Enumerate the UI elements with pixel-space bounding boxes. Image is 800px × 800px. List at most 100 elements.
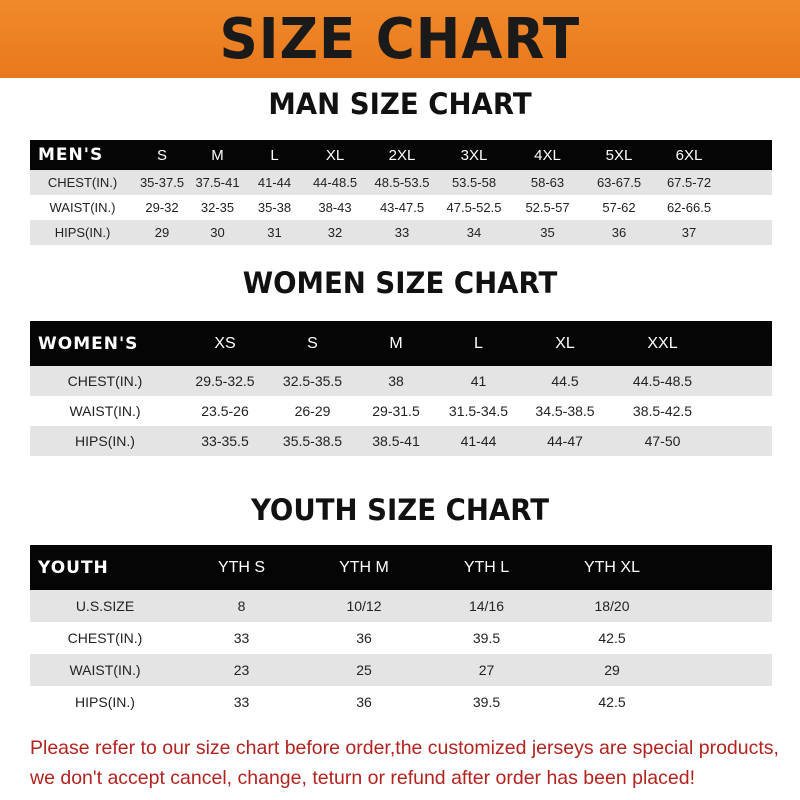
header-row: WOMEN'S XS S M L XL XXL	[30, 321, 772, 366]
size-header: XXL	[647, 334, 678, 352]
banner-title: SIZE CHART	[219, 6, 581, 72]
measure-label: CHEST(IN.)	[47, 175, 118, 190]
measure-label: WAIST(IN.)	[49, 200, 116, 215]
size-header: YTH XL	[583, 558, 640, 576]
table-cell: 63-67.5	[596, 175, 642, 190]
header-row: MEN'S S M L XL 2XL 3XL 4XL 5XL 6XL	[30, 140, 772, 170]
order-notice: Please refer to our size chart before or…	[30, 733, 790, 793]
table-cell: 44-48.5	[312, 175, 358, 190]
table-cell: 33	[394, 225, 410, 240]
table-cell: 62-66.5	[666, 200, 712, 215]
measure-label: HIPS(IN.)	[75, 433, 135, 449]
table-cell: 8	[237, 598, 246, 614]
table-cell: 32	[327, 225, 343, 240]
size-header: XL	[325, 146, 345, 164]
table-cell: 41	[470, 373, 487, 389]
table-cell: 29-31.5	[372, 403, 420, 419]
size-header: XL	[555, 334, 575, 352]
table-cell: 23	[233, 662, 250, 678]
size-header: 6XL	[675, 146, 703, 164]
table-cell: 35.5-38.5	[282, 433, 343, 449]
size-header: YTH M	[339, 558, 389, 576]
table-cell: 27	[478, 662, 495, 678]
table-row: HIPS(IN.) 33-35.5 35.5-38.5 38.5-41 41-44 44-…	[30, 426, 772, 456]
measure-label: HIPS(IN.)	[54, 225, 111, 240]
size-header: M	[211, 146, 224, 164]
table-cell: 39.5	[472, 630, 501, 646]
table-cell: 41-44	[257, 175, 292, 190]
table-row: CHEST(IN.) 35-37.5 37.5-41 41-44 44-48.5 48.5…	[30, 170, 772, 195]
table-cell: 41-44	[460, 433, 497, 449]
table-row: WAIST(IN.) 29-32 32-35 35-38 38-43 43-47.5 47.…	[30, 195, 772, 220]
table-title-cell: MEN'S	[38, 145, 104, 165]
table-cell: 37.5-41	[195, 175, 240, 190]
table-cell: 32-35	[200, 200, 235, 215]
table-cell: 29	[154, 225, 170, 240]
table-cell: 35	[540, 225, 555, 240]
size-header: M	[389, 334, 403, 352]
table-cell: 37	[681, 225, 697, 240]
size-header: YTH L	[463, 558, 510, 576]
measure-label: HIPS(IN.)	[75, 694, 135, 710]
table-cell: 26-29	[294, 403, 331, 419]
table-cell: 44.5	[551, 373, 579, 389]
table-cell: 25	[356, 662, 372, 678]
measure-label: WAIST(IN.)	[69, 403, 141, 419]
table-cell: 38-43	[318, 200, 352, 215]
header-row: YOUTH YTH S YTH M YTH L YTH XL	[30, 545, 772, 590]
notice-line: we don't accept cancel, change, teturn o…	[30, 767, 695, 789]
table-cell: 34.5-38.5	[535, 403, 595, 419]
table-cell: 18/20	[594, 598, 630, 614]
table-cell: 58-63	[530, 175, 565, 190]
table-cell: 39.5	[472, 694, 501, 710]
table-cell: 35-37.5	[139, 175, 185, 190]
measure-label: CHEST(IN.)	[67, 373, 143, 389]
table-cell: 10/12	[346, 598, 382, 614]
table-row: WAIST(IN.) 23.5-26 26-29 29-31.5 31.5-34.5 34…	[30, 396, 772, 426]
youth-chart-title: YOUTH SIZE CHART	[250, 493, 550, 527]
table-cell: 43-47.5	[379, 200, 425, 215]
table-cell: 29.5-32.5	[195, 373, 255, 389]
table-cell: 47-50	[644, 433, 681, 449]
table-cell: 48.5-53.5	[374, 175, 430, 190]
table-row: HIPS(IN.) 29 30 31 32 33 34 35 36 37	[30, 220, 772, 245]
table-row: CHEST(IN.) 33 36 39.5 42.5	[30, 622, 772, 654]
table-cell: 42.5	[598, 694, 626, 710]
women-size-table: WOMEN'S XS S M L XL XXL CHEST(IN.) 29.5-32.5 32.5…	[30, 321, 772, 456]
table-title-cell: YOUTH	[38, 557, 109, 578]
table-cell: 14/16	[468, 598, 505, 614]
table-row: CHEST(IN.) 29.5-32.5 32.5-35.5 38 41 44.5 44.5…	[30, 366, 772, 396]
table-cell: 33	[233, 694, 250, 710]
size-header: 5XL	[605, 146, 633, 164]
table-title-cell: WOMEN'S	[38, 333, 139, 354]
table-cell: 32.5-35.5	[282, 373, 343, 389]
table-row: U.S.SIZE 8 10/12 14/16 18/20	[30, 590, 772, 622]
table-cell: 36	[356, 630, 372, 646]
youth-size-table: YOUTH YTH S YTH M YTH L YTH XL U.S.SIZE 8 10/12…	[30, 545, 772, 718]
table-cell: 38	[388, 373, 404, 389]
table-cell: 35-38	[257, 200, 292, 215]
table-cell: 38.5-42.5	[632, 403, 693, 419]
table-cell: 44.5-48.5	[632, 373, 693, 389]
table-cell: 29	[604, 662, 620, 678]
table-cell: 36	[611, 225, 627, 240]
table-cell: 33	[233, 630, 250, 646]
table-row: WAIST(IN.) 23 25 27 29	[30, 654, 772, 686]
size-header: 3XL	[460, 146, 488, 164]
measure-label: WAIST(IN.)	[69, 662, 141, 678]
table-cell: 44-47	[547, 433, 583, 449]
size-header: S	[156, 146, 167, 164]
size-header: 2XL	[388, 146, 416, 164]
table-cell: 33-35.5	[201, 433, 249, 449]
table-cell: 67.5-72	[666, 175, 712, 190]
size-header: XS	[214, 334, 236, 352]
table-cell: 42.5	[598, 630, 626, 646]
measure-label: CHEST(IN.)	[67, 630, 143, 646]
measure-label: U.S.SIZE	[75, 598, 135, 614]
notice-line: Please refer to our size chart before or…	[30, 737, 779, 759]
table-cell: 36	[356, 694, 372, 710]
table-cell: 53.5-58	[451, 175, 497, 190]
women-chart-title: WOMEN SIZE CHART	[242, 266, 558, 300]
table-cell: 34	[466, 225, 482, 240]
size-header: L	[474, 334, 483, 352]
